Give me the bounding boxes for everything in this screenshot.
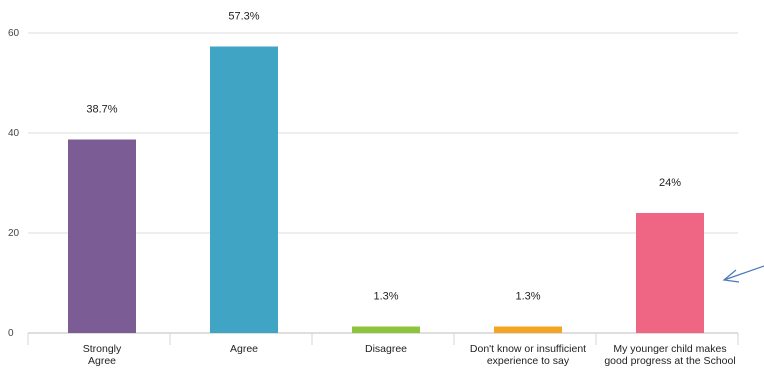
data-label-bg bbox=[352, 287, 420, 306]
category-label-line: My younger child makes bbox=[613, 343, 726, 355]
bar[interactable] bbox=[636, 213, 704, 333]
y-tick-label: 20 bbox=[8, 228, 20, 239]
data-label-bg bbox=[210, 7, 278, 26]
category-label: Agree bbox=[230, 343, 258, 355]
data-label-bg bbox=[494, 287, 562, 306]
category-label: Don't know or insufficient experience to … bbox=[470, 343, 586, 367]
category-label-line: experience to say bbox=[487, 355, 570, 367]
data-label: 1.3% bbox=[515, 291, 540, 303]
bar[interactable] bbox=[210, 46, 278, 334]
annotation-arrow-head bbox=[722, 269, 740, 283]
y-tick-label: 0 bbox=[8, 328, 14, 339]
category-label-line: Agree bbox=[230, 343, 258, 355]
data-label: 1.3% bbox=[373, 291, 398, 303]
data-label: 24% bbox=[659, 177, 681, 189]
y-tick-label: 60 bbox=[8, 28, 20, 39]
category-label: My younger child makes good progress at t… bbox=[604, 343, 735, 367]
bar[interactable] bbox=[494, 326, 562, 334]
data-label-bg bbox=[636, 174, 704, 192]
data-label: 57.3% bbox=[228, 11, 259, 23]
data-label-bg bbox=[68, 100, 136, 119]
annotation-arrow-shaft bbox=[723, 265, 764, 281]
data-label: 38.7% bbox=[86, 104, 117, 116]
category-label-line: Strongly bbox=[83, 343, 122, 355]
category-label-line: good progress at the School bbox=[604, 355, 735, 367]
category-label: Strongly Agree bbox=[83, 343, 122, 367]
category-label-line: Disagree bbox=[365, 343, 407, 355]
y-tick-label: 40 bbox=[8, 128, 20, 139]
category-label-line: Agree bbox=[88, 355, 116, 367]
bar[interactable] bbox=[68, 139, 136, 334]
category-label-line: Don't know or insufficient bbox=[470, 343, 586, 355]
bar[interactable] bbox=[352, 326, 420, 334]
category-label: Disagree bbox=[365, 343, 407, 355]
